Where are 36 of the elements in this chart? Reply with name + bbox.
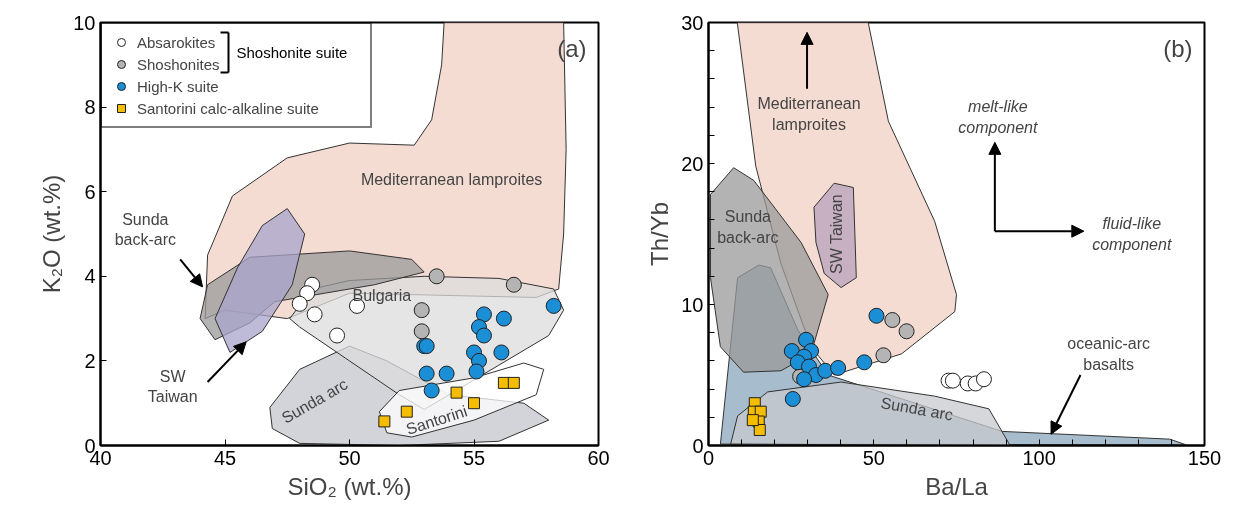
legend-label: Absarokites [137, 33, 216, 51]
annotation: melt-like component [958, 98, 1038, 136]
x-tick-label: 60 [587, 446, 610, 469]
x-axis-title: Ba/La [925, 472, 989, 500]
legend-title: Shoshonite suite [236, 44, 348, 61]
annotation: Sunda arc [879, 394, 955, 424]
x-tick-label: 45 [213, 446, 237, 469]
legend-label: Santorini calc-alkaline suite [137, 99, 320, 117]
x-tick-label: 150 [1187, 446, 1222, 469]
annotation: Mediterranean lamproites [757, 95, 861, 133]
y-axis-title: Th/Yb [646, 201, 674, 267]
annotation: SW Taiwan [147, 367, 198, 405]
annotation: Mediterranean lamproites [360, 170, 543, 188]
annotation: SW Taiwan [827, 194, 845, 275]
x-tick-label: 100 [1022, 446, 1056, 469]
y-tick-label: 10 [681, 293, 704, 316]
x-axis-title: SiO₂ (wt.%) [287, 472, 412, 500]
annotation: Sunda back-arc [717, 208, 779, 246]
legend-label: High-K suite [137, 77, 220, 95]
legend-label: Shoshonites [137, 55, 220, 73]
annotation: Sunda back-arc [114, 211, 176, 249]
y-tick-label: 10 [73, 11, 96, 34]
annotation: fluid-like component [1092, 215, 1172, 253]
y-tick-label: 4 [84, 265, 96, 288]
y-tick-label: 30 [681, 11, 704, 34]
text: (b) [1163, 34, 1193, 62]
x-tick-label: 50 [338, 446, 361, 469]
y-tick-label: 6 [84, 180, 96, 203]
x-tick-label: 50 [862, 446, 885, 469]
annotation: oceanic-arc basalts [1067, 335, 1150, 373]
y-tick-label: 20 [681, 152, 704, 175]
annotation: Bulgaria [352, 286, 412, 304]
x-tick-label: 55 [462, 446, 486, 469]
y-axis-title: K₂O (wt.%) [38, 174, 66, 294]
y-tick-label: 2 [84, 349, 96, 372]
y-tick-label: 8 [84, 96, 96, 119]
